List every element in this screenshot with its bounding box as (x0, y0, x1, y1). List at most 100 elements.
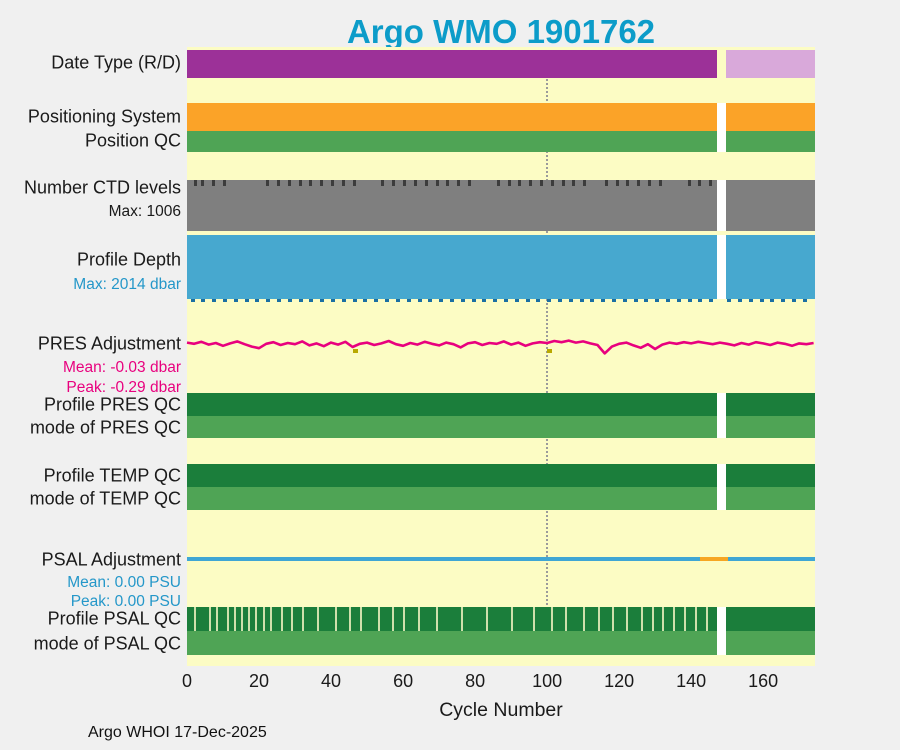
profile_depth-mark (792, 299, 796, 302)
ctd_levels-mark (561, 180, 565, 186)
ctd_levels-mark (507, 180, 511, 186)
profile_depth-mark (644, 299, 649, 302)
profile_depth-mark (514, 299, 519, 302)
row-label: Max: 1006 (108, 203, 181, 220)
ctd_levels-mark (529, 180, 533, 186)
row-label: Profile PRES QC (43, 394, 181, 415)
profile_psal_qc-tick (392, 607, 395, 631)
profile_depth-mark (770, 299, 775, 302)
profile_psal_qc-tick (248, 607, 251, 631)
pres_adjustment-line (186, 339, 814, 355)
profile_psal_qc-tick (485, 607, 488, 631)
profile_psal_qc-tick (705, 607, 708, 631)
profile_psal_qc-tick (226, 607, 229, 631)
profile_depth-mark (727, 299, 732, 302)
gap-positioning_system (717, 103, 726, 131)
pres_adjustment-peak-marker (352, 349, 358, 353)
row-label: Mean: 0.00 PSU (67, 574, 181, 591)
row-label: Profile Depth (76, 249, 181, 270)
ctd_levels-mark (615, 180, 619, 186)
ctd_levels-mark (658, 180, 662, 186)
profile_depth-mark (277, 299, 281, 302)
profile_depth-mark (374, 299, 379, 302)
profile_psal_qc-tick (611, 607, 614, 631)
x-axis-label: Cycle Number (439, 699, 563, 721)
profile_depth-mark (802, 299, 807, 302)
profile_psal_qc-tick (334, 607, 337, 631)
profile_depth-mark (363, 299, 368, 302)
gap-mode_pres_qc (717, 416, 726, 438)
ctd_levels-mark (424, 180, 428, 186)
band-position_qc (187, 131, 815, 152)
band-date_type (725, 50, 815, 78)
profile_depth-mark (395, 299, 400, 302)
gap-position_qc (717, 131, 726, 152)
profile_depth-mark (385, 299, 390, 302)
profile_psal_qc-tick (511, 607, 514, 631)
profile_psal_qc-tick (359, 607, 362, 631)
profile_psal_qc-tick (194, 607, 197, 631)
gap-profile_psal_qc (717, 607, 726, 631)
ctd_levels-mark (403, 180, 407, 186)
profile_psal_qc-tick (291, 607, 294, 631)
profile_psal_qc-tick (651, 607, 654, 631)
profile_psal_qc-tick (377, 607, 380, 631)
profile_depth-mark (223, 299, 227, 302)
profile_psal_qc-tick (673, 607, 676, 631)
profile_depth-mark (665, 299, 670, 302)
ctd_levels-mark (539, 180, 543, 186)
line-psal_adjustment (187, 557, 701, 561)
band-profile_pres_qc (187, 393, 815, 416)
ctd_levels-mark (287, 180, 291, 186)
x-tick-label: 20 (248, 671, 270, 691)
profile_depth-mark (687, 299, 692, 302)
band-ctd_levels (187, 180, 815, 231)
x-tick-label: 80 (465, 671, 486, 691)
profile_psal_qc-tick (269, 607, 272, 631)
profile_depth-mark (759, 299, 764, 302)
profile_depth-mark (611, 299, 616, 302)
ctd_levels-mark (266, 180, 270, 186)
profile_depth-mark (428, 299, 433, 302)
x-tick-label: 100 (532, 671, 563, 691)
ctd_levels-mark (341, 180, 345, 186)
page-title: Argo WMO 1901762 (346, 13, 656, 50)
profile_psal_qc-tick (262, 607, 265, 631)
profile_depth-mark (503, 299, 508, 302)
row-label: Position QC (84, 130, 181, 151)
ctd_levels-mark (352, 180, 356, 186)
ctd_levels-mark (550, 180, 554, 186)
row-label: mode of TEMP QC (29, 488, 181, 509)
profile_psal_qc-tick (435, 607, 438, 631)
profile_depth-mark (781, 299, 786, 302)
profile_psal_qc-tick (565, 607, 568, 631)
ctd_levels-mark (647, 180, 651, 186)
profile_psal_qc-tick (640, 607, 643, 631)
ctd_levels-mark (194, 180, 198, 186)
profile_psal_qc-tick (316, 607, 319, 631)
x-tick-label: 160 (748, 671, 779, 691)
band-mode_temp_qc (187, 487, 815, 510)
profile_depth-mark (449, 299, 454, 302)
profile_depth-mark (568, 299, 573, 302)
profile_depth-mark (309, 299, 314, 302)
pres_adjustment-peak-marker (547, 349, 553, 353)
profile_psal_qc-tick (233, 607, 236, 631)
ctd_levels-mark (687, 180, 691, 186)
x-tick-label: 60 (393, 671, 414, 691)
gap-mode_temp_qc (717, 487, 726, 510)
profile_psal_qc-tick (662, 607, 665, 631)
ctd_levels-mark (446, 180, 450, 186)
profile_psal_qc-tick (403, 607, 406, 631)
profile_depth-mark (320, 299, 325, 302)
row-label: Date Type (R/D) (51, 52, 181, 73)
row-label: mode of PSAL QC (33, 633, 181, 654)
profile_depth-mark (579, 299, 584, 302)
profile_depth-mark (493, 299, 498, 302)
profile_psal_qc-tick (349, 607, 351, 631)
profile_psal_qc-tick (241, 607, 243, 631)
ctd_levels-mark (392, 180, 396, 186)
ctd_levels-mark (467, 180, 471, 186)
row-label: Peak: -0.29 dbar (66, 379, 181, 396)
